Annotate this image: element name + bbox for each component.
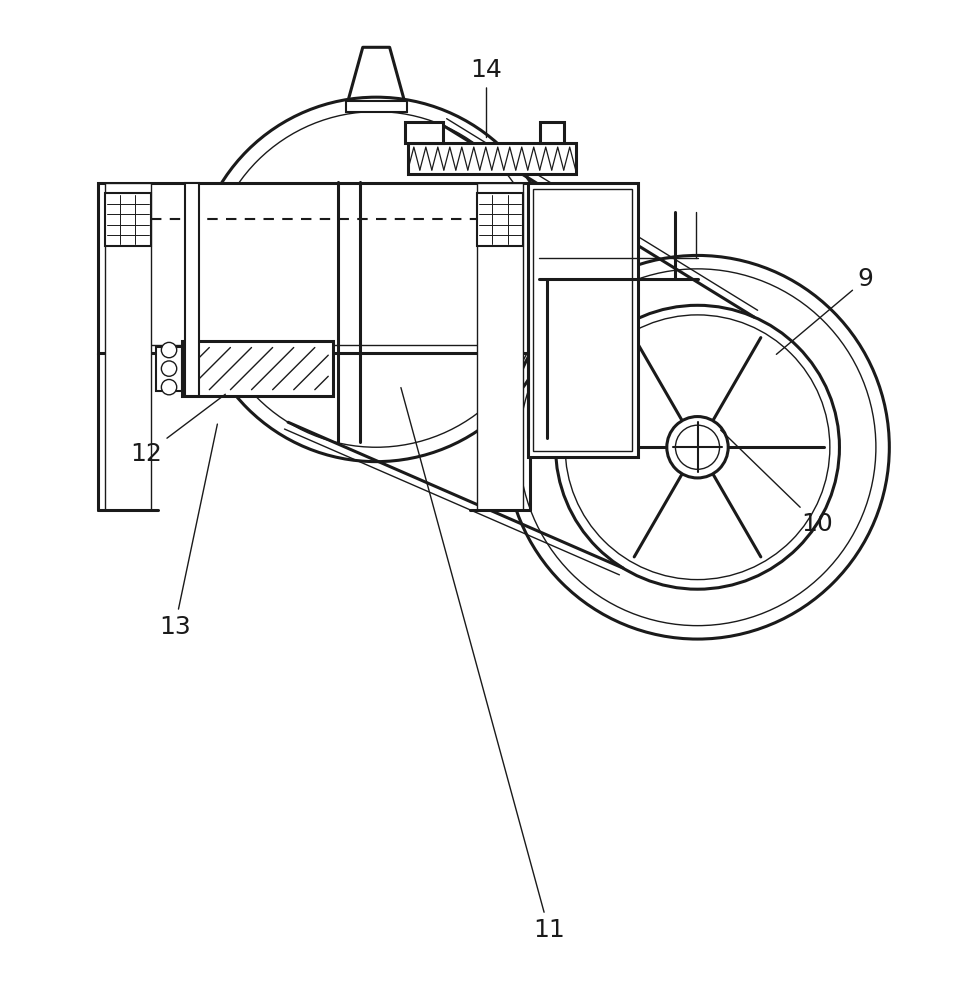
Text: 10: 10 xyxy=(721,430,833,536)
Bar xyxy=(105,183,151,510)
Bar xyxy=(477,193,523,246)
Circle shape xyxy=(675,425,720,469)
Bar xyxy=(345,101,407,112)
Bar xyxy=(533,189,632,451)
Bar xyxy=(477,183,523,510)
Circle shape xyxy=(162,379,177,395)
Text: 9: 9 xyxy=(776,267,874,354)
Text: 12: 12 xyxy=(130,394,226,466)
Circle shape xyxy=(667,417,728,478)
Bar xyxy=(185,183,198,396)
Bar xyxy=(527,183,638,457)
Bar xyxy=(105,193,151,246)
Circle shape xyxy=(162,361,177,376)
Bar xyxy=(540,122,564,143)
Bar xyxy=(156,347,183,391)
Bar xyxy=(98,183,529,353)
Bar xyxy=(405,122,444,143)
Text: 13: 13 xyxy=(159,424,217,639)
Bar xyxy=(408,143,576,174)
Bar xyxy=(108,183,521,345)
Text: 11: 11 xyxy=(401,388,564,942)
Bar xyxy=(183,341,333,396)
Circle shape xyxy=(162,342,177,358)
Text: 14: 14 xyxy=(471,58,502,138)
